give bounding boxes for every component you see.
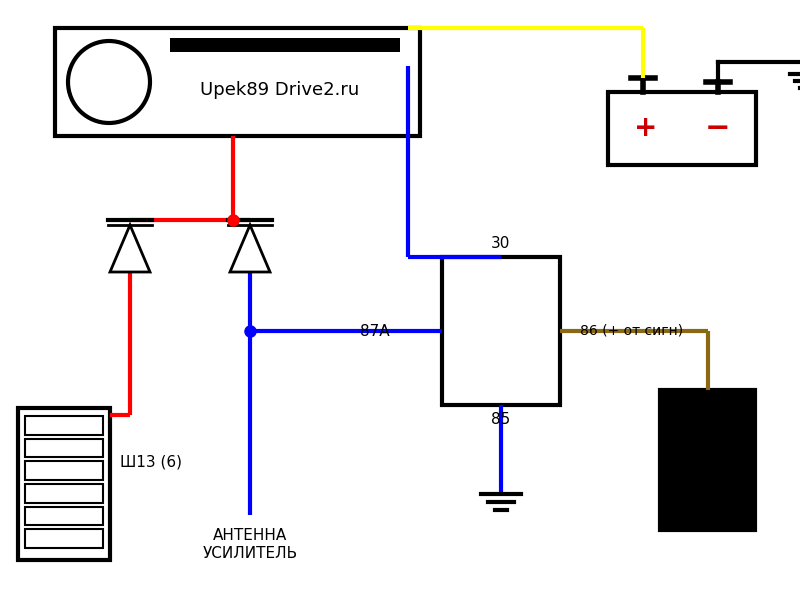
Text: Upek89 Drive2.ru: Upek89 Drive2.ru — [200, 81, 360, 99]
Bar — [25, 416, 103, 434]
Text: 86 (+ от сигн): 86 (+ от сигн) — [581, 324, 683, 338]
Bar — [170, 38, 400, 52]
Circle shape — [68, 41, 150, 123]
Bar — [55, 28, 420, 136]
Text: 87А: 87А — [360, 323, 390, 338]
Polygon shape — [110, 225, 150, 272]
Bar — [18, 408, 110, 560]
Bar — [608, 92, 756, 165]
Bar — [442, 257, 560, 405]
Bar — [25, 506, 103, 526]
Text: +: + — [634, 115, 658, 142]
Bar — [25, 461, 103, 480]
Bar — [25, 529, 103, 548]
Text: УСИЛИТЕЛЬ: УСИЛИТЕЛЬ — [202, 545, 298, 560]
Text: 85: 85 — [491, 412, 510, 427]
Polygon shape — [230, 225, 270, 272]
Text: −: − — [706, 114, 730, 143]
Bar — [25, 484, 103, 503]
Bar — [660, 390, 755, 530]
Text: Ш13 (6): Ш13 (6) — [120, 455, 182, 469]
Bar — [25, 439, 103, 457]
Text: 30: 30 — [491, 235, 510, 251]
Text: АНТЕННА: АНТЕННА — [213, 527, 287, 542]
